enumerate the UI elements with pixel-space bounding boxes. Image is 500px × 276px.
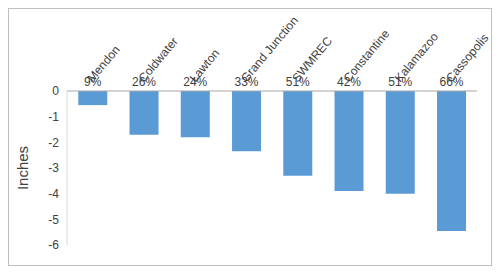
svg-text:Kalamazoo: Kalamazoo (391, 29, 441, 85)
svg-text:42%: 42% (337, 75, 361, 89)
svg-text:66%: 66% (440, 75, 464, 89)
svg-text:51%: 51% (388, 75, 412, 89)
svg-text:SWMREC: SWMREC (289, 34, 336, 85)
svg-text:-2: -2 (48, 136, 59, 150)
svg-text:Lawton: Lawton (186, 46, 223, 85)
svg-text:51%: 51% (286, 75, 310, 89)
svg-text:Grand Junction: Grand Junction (237, 13, 301, 85)
svg-text:Constantine: Constantine (340, 26, 393, 85)
svg-text:0: 0 (52, 84, 59, 98)
svg-text:Inches: Inches (14, 146, 31, 190)
svg-text:Coldwater: Coldwater (135, 34, 181, 85)
svg-text:-4: -4 (48, 187, 59, 201)
svg-text:-6: -6 (48, 238, 59, 252)
svg-text:-1: -1 (48, 110, 59, 124)
svg-text:-5: -5 (48, 213, 59, 227)
svg-text:-3: -3 (48, 161, 59, 175)
svg-text:33%: 33% (235, 75, 259, 89)
svg-text:24%: 24% (183, 75, 207, 89)
svg-text:26%: 26% (132, 75, 156, 89)
svg-text:9%: 9% (84, 75, 102, 89)
svg-text:Mendon: Mendon (84, 42, 123, 85)
